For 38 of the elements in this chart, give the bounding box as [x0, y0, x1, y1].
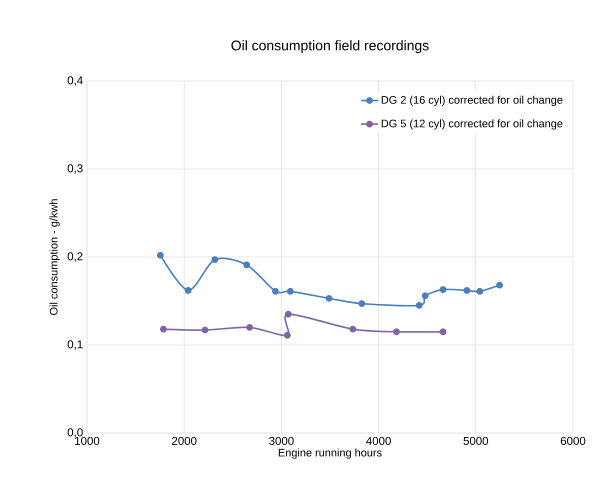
x-tick-label: 5000	[464, 436, 488, 445]
y-tick-label: 0,3	[68, 164, 83, 174]
y-tick-label: 0,1	[68, 340, 83, 350]
point	[284, 310, 292, 318]
x-tick-label: 6000	[560, 436, 586, 445]
x-tick-label: 4000	[366, 436, 391, 445]
x-axis-title: Engine running hours	[278, 448, 382, 459]
point	[440, 286, 446, 293]
point	[286, 288, 294, 295]
point	[243, 262, 250, 268]
point	[476, 288, 484, 295]
x-tick-label: 1000	[75, 436, 100, 445]
point	[202, 326, 208, 334]
point	[246, 324, 254, 331]
chart-title: Oil consumption field recordings	[231, 40, 429, 54]
point	[156, 252, 164, 259]
point	[349, 326, 356, 333]
point	[212, 256, 218, 264]
point	[184, 287, 192, 294]
y-tick-label: 0,2	[68, 252, 83, 262]
y-axis-title: Oil consumption - g/kwh	[50, 199, 60, 315]
point	[358, 300, 366, 308]
point	[416, 302, 423, 309]
point	[463, 287, 470, 294]
legend-label: DG 2 (16 cyl) corrected for oil change	[382, 96, 562, 106]
y-tick-label: 0,4	[68, 76, 83, 86]
point	[284, 332, 291, 339]
y-tick-label: 0,0	[68, 428, 83, 438]
point	[422, 292, 429, 300]
point	[393, 328, 400, 336]
point	[326, 294, 332, 302]
x-tick-label: 3000	[269, 436, 294, 445]
point	[160, 326, 167, 333]
x-tick-label: 2000	[172, 436, 196, 445]
point	[440, 328, 446, 336]
point	[272, 288, 279, 295]
legend-label: DG 5 (12 cyl) corrected for oil change	[382, 119, 562, 130]
point	[496, 282, 504, 289]
